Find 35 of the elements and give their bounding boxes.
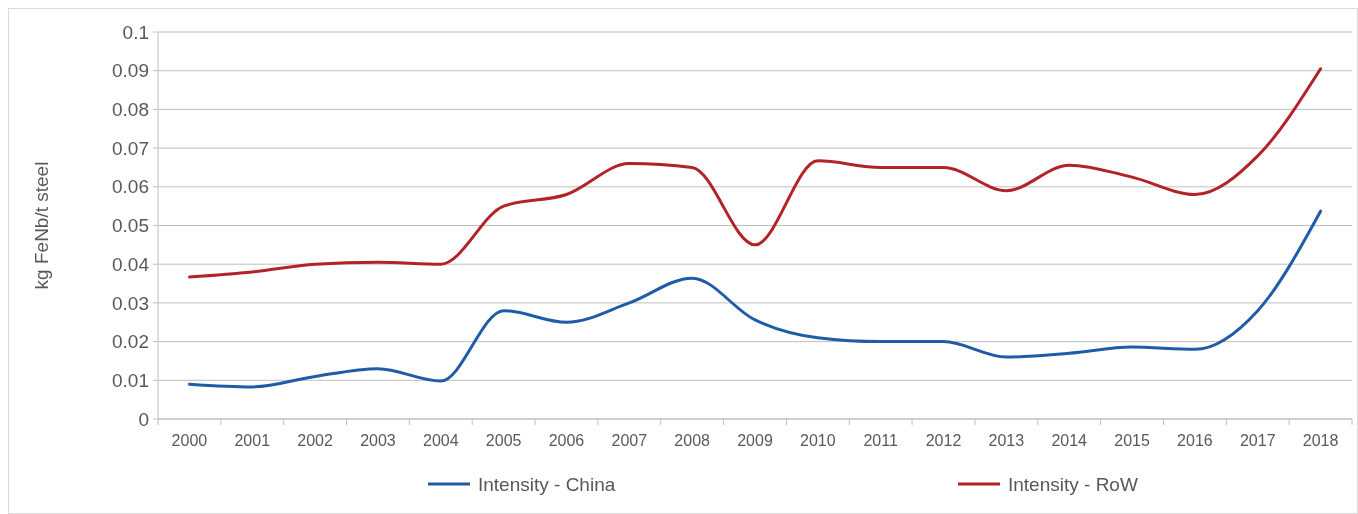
- y-tick-label: 0.06: [112, 176, 149, 198]
- y-tick-label: 0.01: [112, 369, 149, 391]
- y-tick-label: 0.05: [112, 215, 149, 237]
- x-tick-label: 2012: [925, 432, 962, 449]
- x-tick-label: 2001: [234, 432, 271, 449]
- x-tick-label: 2013: [988, 432, 1025, 449]
- x-tick-label: 2009: [737, 432, 773, 449]
- y-tick-label: 0.07: [112, 137, 149, 159]
- y-tick-label: 0.08: [112, 99, 149, 121]
- x-tick-label: 2008: [674, 432, 711, 449]
- y-tick-label: 0.1: [122, 21, 149, 43]
- x-tick-label: 2003: [360, 432, 396, 449]
- x-tick-label: 2016: [1177, 432, 1213, 449]
- y-tick-label: 0.03: [112, 292, 149, 314]
- y-tick-label: 0.02: [112, 331, 149, 353]
- x-tick-label: 2000: [171, 432, 208, 449]
- x-tick-label: 2006: [548, 432, 585, 449]
- x-tick-label: 2007: [611, 432, 648, 449]
- line-series: [187, 209, 1323, 389]
- x-tick-label: 2014: [1051, 432, 1088, 449]
- x-tick-label: 2002: [297, 432, 333, 449]
- y-tick-label: 0.09: [112, 60, 149, 82]
- x-tick-label: 2005: [485, 432, 522, 449]
- x-tick-label: 2010: [800, 432, 836, 449]
- y-axis-title: kg FeNb/t steel: [31, 161, 52, 290]
- y-tick-label: 0: [138, 408, 149, 430]
- x-tick-label: 2017: [1239, 432, 1276, 449]
- x-tick-label: 2011: [863, 432, 898, 449]
- x-tick-label: 2018: [1302, 432, 1339, 449]
- x-tick-label: 2015: [1114, 432, 1150, 449]
- legend-label: Intensity - China: [478, 473, 616, 495]
- x-tick-label: 2004: [422, 432, 459, 449]
- y-tick-label: 0.04: [112, 253, 150, 275]
- legend-label: Intensity - RoW: [1008, 473, 1138, 495]
- line-series: [187, 67, 1323, 279]
